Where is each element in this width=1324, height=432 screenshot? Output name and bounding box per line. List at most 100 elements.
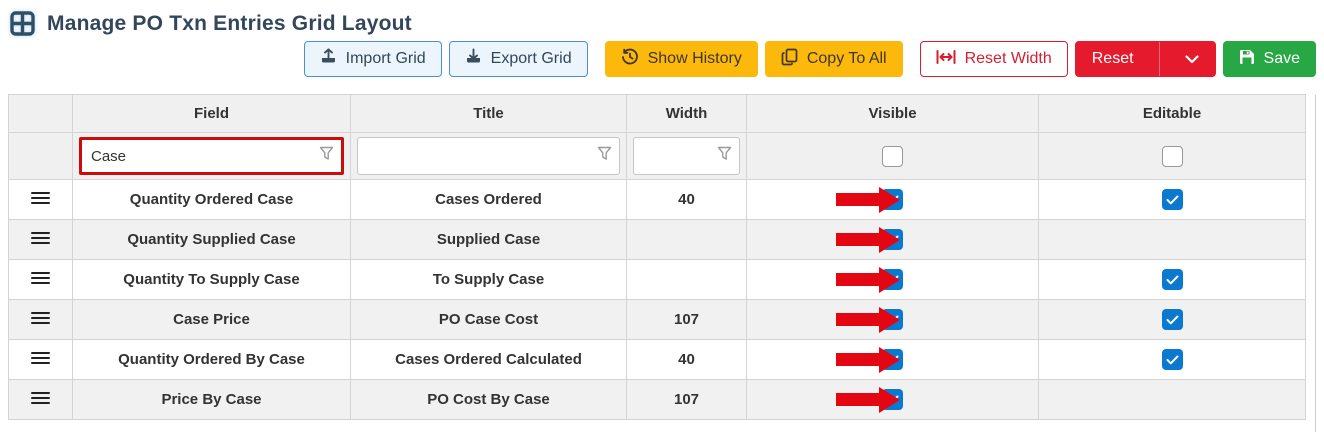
copy-icon xyxy=(781,48,798,71)
show-history-label: Show History xyxy=(647,50,742,67)
title-bar: Manage PO Txn Entries Grid Layout xyxy=(0,0,1324,38)
export-grid-button[interactable]: Export Grid xyxy=(448,41,588,77)
width-filter-input[interactable] xyxy=(634,138,739,174)
copy-to-all-button[interactable]: Copy To All xyxy=(764,41,903,77)
drag-cell xyxy=(8,179,73,220)
table-row: Quantity Supplied Case Supplied Case xyxy=(8,219,1306,260)
field-cell: Quantity Ordered By Case xyxy=(72,339,351,380)
reset-label: Reset xyxy=(1091,50,1134,67)
editable-checkbox[interactable] xyxy=(1161,269,1183,290)
copy-to-all-label: Copy To All xyxy=(806,50,887,67)
editable-checkbox[interactable] xyxy=(1161,349,1183,370)
drag-handle-icon[interactable] xyxy=(31,391,50,405)
drag-handle-icon[interactable] xyxy=(31,351,50,365)
table-row: Quantity Ordered By Case Cases Ordered C… xyxy=(8,339,1306,380)
filter-funnel-icon[interactable] xyxy=(597,146,612,166)
visible-checkbox[interactable] xyxy=(882,349,903,370)
page-title: Manage PO Txn Entries Grid Layout xyxy=(47,11,412,35)
header-row: Field Title Width Visible Editable xyxy=(8,94,1306,133)
reset-dropdown-button[interactable]: Reset xyxy=(1074,41,1216,77)
editable-cell xyxy=(1038,179,1306,220)
drag-handle-icon[interactable] xyxy=(31,191,50,205)
filter-cell-width xyxy=(626,132,747,180)
reset-width-label: Reset Width xyxy=(964,50,1052,67)
table-row: Price By Case PO Cost By Case 107 xyxy=(8,379,1306,420)
drag-cell xyxy=(8,339,73,380)
width-cell: 40 xyxy=(626,179,747,220)
visible-cell xyxy=(746,259,1039,300)
field-cell: Quantity Supplied Case xyxy=(72,219,351,260)
visible-checkbox[interactable] xyxy=(882,269,903,290)
visible-checkbox[interactable] xyxy=(882,309,903,330)
title-cell: Supplied Case xyxy=(350,219,627,260)
width-cell: 107 xyxy=(626,299,747,340)
drag-cell xyxy=(8,299,73,340)
filter-funnel-icon[interactable] xyxy=(319,146,334,166)
editable-checkbox[interactable] xyxy=(1161,189,1183,210)
field-cell: Case Price xyxy=(72,299,351,340)
chevron-down-icon[interactable] xyxy=(1169,42,1215,76)
title-cell: Cases Ordered Calculated xyxy=(350,339,627,380)
save-button[interactable]: Save xyxy=(1222,41,1316,77)
title-cell: Cases Ordered xyxy=(350,179,627,220)
show-history-button[interactable]: Show History xyxy=(604,41,758,77)
toolbar: Import Grid Export Grid Show History xyxy=(0,38,1324,78)
column-header-editable: Editable xyxy=(1038,94,1306,133)
column-header-drag xyxy=(8,94,73,133)
width-cell xyxy=(626,259,747,300)
visible-cell xyxy=(746,379,1039,420)
drag-cell xyxy=(8,259,73,300)
filter-cell-empty xyxy=(8,132,73,180)
download-icon xyxy=(465,48,482,70)
import-grid-button[interactable]: Import Grid xyxy=(303,41,442,77)
title-filter-input[interactable] xyxy=(358,138,619,174)
field-filter-input[interactable] xyxy=(82,140,341,172)
column-header-width: Width xyxy=(626,94,747,133)
import-grid-label: Import Grid xyxy=(345,50,426,67)
reset-width-icon xyxy=(936,49,956,69)
drag-handle-icon[interactable] xyxy=(31,311,50,325)
editable-cell xyxy=(1038,379,1306,420)
column-header-field: Field xyxy=(72,94,351,133)
editable-checkbox[interactable] xyxy=(1161,309,1183,330)
drag-handle-icon[interactable] xyxy=(31,231,50,245)
filter-row xyxy=(8,132,1306,180)
title-cell: To Supply Case xyxy=(350,259,627,300)
scrollbar-track[interactable] xyxy=(1315,95,1316,432)
table-row: Quantity Ordered Case Cases Ordered 40 xyxy=(8,179,1306,220)
editable-cell xyxy=(1038,339,1306,380)
filter-cell-field xyxy=(72,132,351,180)
button-divider xyxy=(1158,42,1160,76)
field-cell: Price By Case xyxy=(72,379,351,420)
editable-cell xyxy=(1038,299,1306,340)
filter-cell-visible xyxy=(746,132,1039,180)
field-cell: Quantity Ordered Case xyxy=(72,179,351,220)
reset-width-button[interactable]: Reset Width xyxy=(919,41,1068,77)
visible-checkbox[interactable] xyxy=(882,389,903,410)
editable-filter-checkbox[interactable] xyxy=(1161,145,1183,167)
title-cell: PO Case Cost xyxy=(350,299,627,340)
width-cell xyxy=(626,219,747,260)
drag-cell xyxy=(8,219,73,260)
width-cell: 40 xyxy=(626,339,747,380)
table-row: Quantity To Supply Case To Supply Case xyxy=(8,259,1306,300)
column-header-visible: Visible xyxy=(746,94,1039,133)
title-cell: PO Cost By Case xyxy=(350,379,627,420)
field-filter-highlight xyxy=(79,137,344,175)
grid-icon xyxy=(10,11,35,36)
drag-cell xyxy=(8,379,73,420)
save-label: Save xyxy=(1263,50,1300,67)
visible-checkbox[interactable] xyxy=(882,229,903,250)
save-icon xyxy=(1239,49,1255,70)
filter-cell-title xyxy=(350,132,627,180)
filter-funnel-icon[interactable] xyxy=(717,146,732,166)
editable-cell xyxy=(1038,259,1306,300)
visible-filter-checkbox[interactable] xyxy=(882,145,903,167)
upload-icon xyxy=(320,48,337,70)
width-cell: 107 xyxy=(626,379,747,420)
drag-handle-icon[interactable] xyxy=(31,271,50,285)
visible-checkbox[interactable] xyxy=(882,189,903,210)
export-grid-label: Export Grid xyxy=(490,50,572,67)
field-cell: Quantity To Supply Case xyxy=(72,259,351,300)
column-header-title: Title xyxy=(350,94,627,133)
